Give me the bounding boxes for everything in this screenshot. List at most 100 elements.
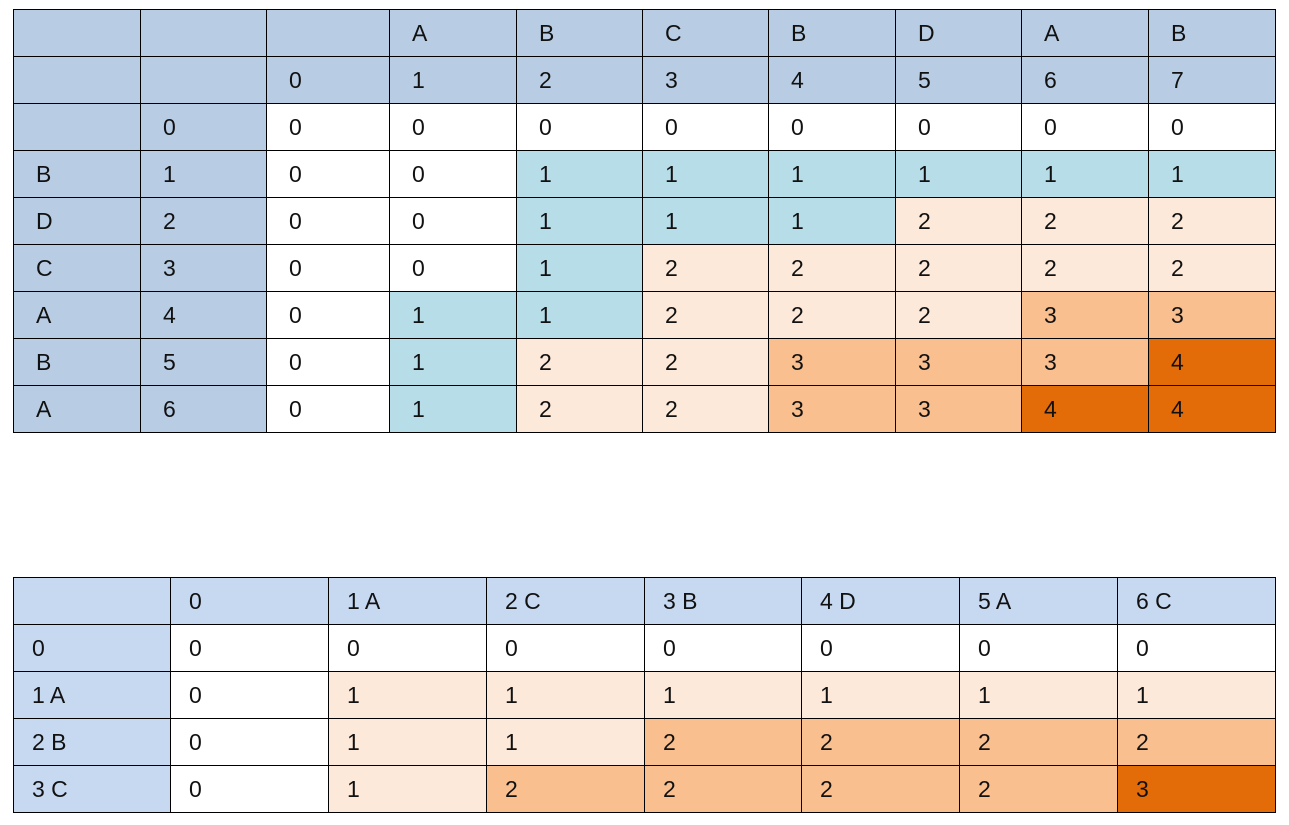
row-label-cell: 0 [13, 624, 171, 672]
row-letter-cell [13, 103, 141, 151]
value-cell: 0 [328, 624, 487, 672]
row-index-cell: 1 [140, 150, 267, 198]
value-cell: 0 [1021, 103, 1149, 151]
header-cell: 3 B [644, 577, 802, 625]
value-cell: 4 [1148, 338, 1276, 386]
row-letter-cell: B [13, 150, 141, 198]
header-index-cell: 1 [389, 56, 517, 104]
header-letter-cell: B [768, 9, 896, 57]
value-cell: 2 [801, 718, 960, 766]
value-cell: 2 [642, 244, 769, 292]
value-cell: 1 [516, 150, 643, 198]
value-cell: 2 [768, 291, 896, 339]
value-cell: 0 [1117, 624, 1276, 672]
value-cell: 0 [389, 244, 517, 292]
value-cell: 3 [1117, 765, 1276, 813]
value-cell: 3 [1021, 291, 1149, 339]
row-label-cell: 3 C [13, 765, 171, 813]
value-cell: 1 [768, 150, 896, 198]
header-cell: 6 C [1117, 577, 1276, 625]
value-cell: 0 [895, 103, 1022, 151]
value-cell: 1 [328, 671, 487, 719]
value-cell: 3 [895, 338, 1022, 386]
row-index-cell: 4 [140, 291, 267, 339]
value-cell: 2 [516, 385, 643, 433]
row-label-cell: 2 B [13, 718, 171, 766]
row-index-cell: 3 [140, 244, 267, 292]
header-letter-cell: D [895, 9, 1022, 57]
value-cell: 2 [644, 765, 802, 813]
value-cell: 3 [1021, 338, 1149, 386]
value-cell: 0 [959, 624, 1118, 672]
value-cell: 1 [389, 385, 517, 433]
header-cell: 0 [170, 577, 329, 625]
value-cell: 1 [389, 291, 517, 339]
value-cell: 0 [1148, 103, 1276, 151]
value-cell: 1 [1021, 150, 1149, 198]
value-cell: 1 [895, 150, 1022, 198]
value-cell: 0 [170, 718, 329, 766]
value-cell: 0 [266, 197, 390, 245]
value-cell: 0 [266, 338, 390, 386]
value-cell: 2 [801, 765, 960, 813]
value-cell: 0 [170, 624, 329, 672]
value-cell: 0 [516, 103, 643, 151]
header-cell [13, 577, 171, 625]
value-cell: 2 [644, 718, 802, 766]
header-letter-cell: B [516, 9, 643, 57]
value-cell: 2 [1148, 244, 1276, 292]
value-cell: 1 [516, 291, 643, 339]
value-cell: 0 [389, 197, 517, 245]
value-cell: 2 [895, 244, 1022, 292]
value-cell: 4 [1148, 385, 1276, 433]
value-cell: 2 [1021, 197, 1149, 245]
header-index-cell: 4 [768, 56, 896, 104]
value-cell: 2 [768, 244, 896, 292]
header-index-cell: 7 [1148, 56, 1276, 104]
header-letter-cell: A [389, 9, 517, 57]
value-cell: 2 [642, 385, 769, 433]
value-cell: 1 [1117, 671, 1276, 719]
value-cell: 0 [170, 671, 329, 719]
row-label-cell: 1 A [13, 671, 171, 719]
row-index-cell: 2 [140, 197, 267, 245]
header-letter-cell [13, 9, 141, 57]
header-cell: 5 A [959, 577, 1118, 625]
header-index-cell [13, 56, 141, 104]
header-letter-cell: C [642, 9, 769, 57]
value-cell: 0 [266, 150, 390, 198]
value-cell: 2 [895, 197, 1022, 245]
row-letter-cell: C [13, 244, 141, 292]
value-cell: 1 [959, 671, 1118, 719]
value-cell: 2 [642, 291, 769, 339]
row-index-cell: 6 [140, 385, 267, 433]
row-letter-cell: A [13, 385, 141, 433]
value-cell: 1 [486, 671, 645, 719]
value-cell: 2 [642, 338, 769, 386]
value-cell: 2 [1148, 197, 1276, 245]
row-index-cell: 5 [140, 338, 267, 386]
row-letter-cell: B [13, 338, 141, 386]
value-cell: 3 [895, 385, 1022, 433]
value-cell: 0 [389, 103, 517, 151]
value-cell: 0 [486, 624, 645, 672]
value-cell: 1 [801, 671, 960, 719]
value-cell: 3 [768, 385, 896, 433]
value-cell: 2 [516, 338, 643, 386]
row-letter-cell: D [13, 197, 141, 245]
row-letter-cell: A [13, 291, 141, 339]
header-cell: 2 C [486, 577, 645, 625]
value-cell: 1 [1148, 150, 1276, 198]
value-cell: 0 [642, 103, 769, 151]
